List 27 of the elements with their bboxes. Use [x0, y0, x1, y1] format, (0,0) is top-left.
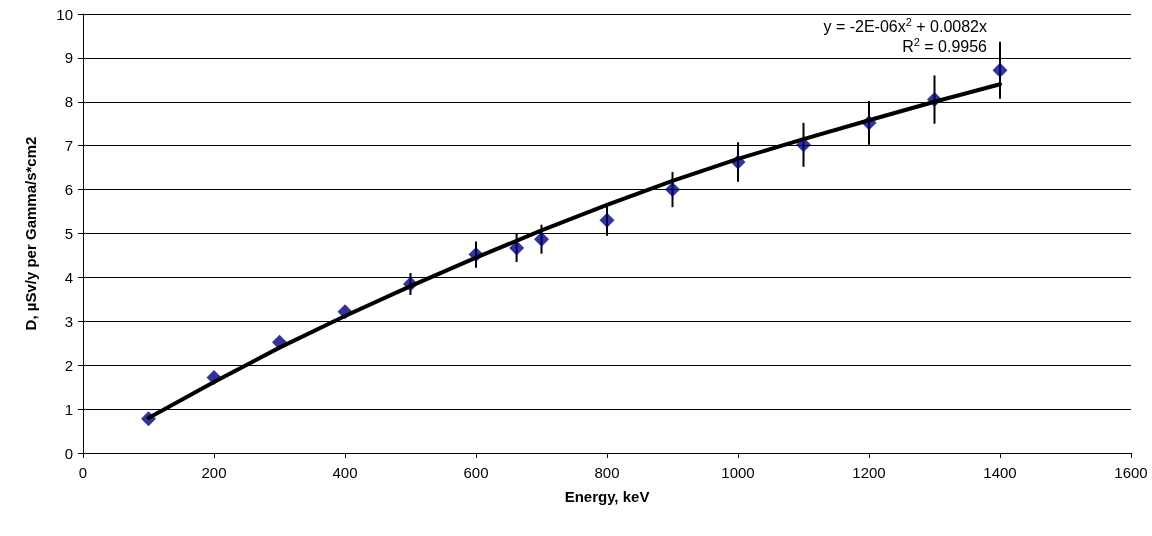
x-axis-title: Energy, keV	[564, 488, 650, 505]
y-tick-label: 6	[64, 181, 73, 199]
y-axis-title: D, µSv/y per Gamma/s*cm2	[22, 136, 39, 331]
y-tick-label: 7	[64, 137, 73, 155]
x-tick-label: 800	[594, 464, 620, 481]
y-tick-label: 0	[64, 444, 73, 462]
y-tick-label: 5	[64, 225, 73, 242]
x-tick-label: 1200	[852, 464, 886, 481]
x-tick-label: 200	[201, 464, 227, 481]
point	[534, 231, 549, 247]
y-tick-label: 4	[64, 268, 73, 286]
x-tick-label: 1400	[983, 464, 1017, 481]
y-tick-label: 8	[64, 93, 73, 111]
y-tick-label: 1	[64, 400, 73, 418]
point	[599, 212, 615, 228]
x-tick-label: 1000	[721, 464, 755, 481]
y-tick-label: 10	[56, 5, 73, 23]
x-tick-label: 1600	[1114, 464, 1148, 481]
y-tick-label: 2	[64, 356, 73, 374]
x-tick-label: 0	[78, 464, 88, 481]
point	[992, 62, 1008, 78]
y-tick-label: 9	[64, 49, 73, 67]
x-tick-label: 400	[332, 464, 358, 481]
point	[665, 182, 680, 198]
y-tick-label: 3	[64, 312, 73, 330]
x-tick-label: 600	[463, 464, 489, 481]
point	[509, 240, 525, 256]
